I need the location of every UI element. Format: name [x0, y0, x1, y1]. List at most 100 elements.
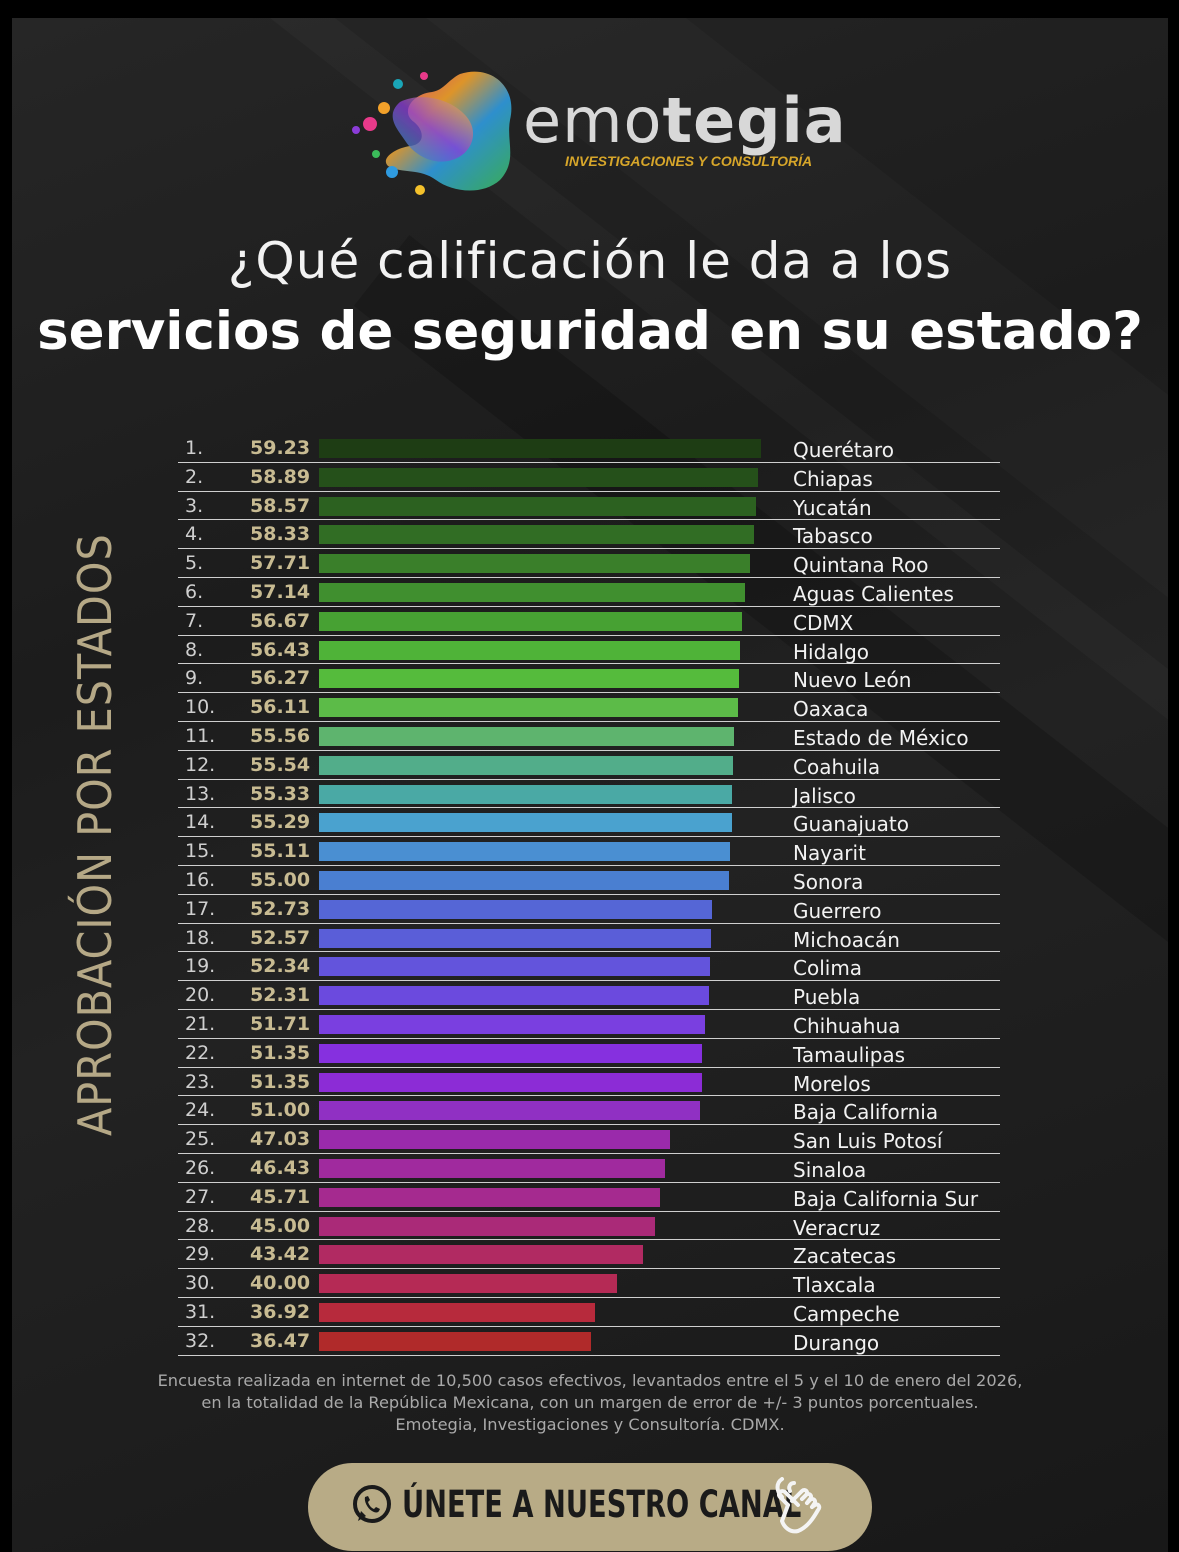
- footnote-line-3: Emotegia, Investigaciones y Consultoría.…: [395, 1415, 785, 1434]
- bar: [319, 928, 712, 948]
- data-label: 43.42: [250, 1243, 311, 1266]
- chart-row: 5. 57.71 Quintana Roo: [178, 549, 1000, 578]
- bar: [319, 755, 734, 775]
- bar: [319, 525, 755, 545]
- pointing-hand-icon: [775, 1477, 822, 1534]
- rank-label: 24.: [185, 1099, 216, 1122]
- category-label: Quintana Roo: [793, 553, 929, 578]
- rank-label: 8.: [185, 638, 204, 661]
- rank-label: 12.: [185, 753, 216, 776]
- data-label: 55.54: [250, 753, 311, 776]
- infographic-panel: emotegia INVESTIGACIONES Y CONSULTORÍA ¿…: [12, 18, 1168, 1552]
- join-channel-label: ÚNETE A NUESTRO CANAL: [402, 1483, 802, 1526]
- chart-row: 31. 36.92 Campeche: [178, 1298, 1000, 1327]
- chart-row: 32. 36.47 Durango: [178, 1327, 1000, 1356]
- data-label: 57.71: [250, 552, 311, 575]
- bar: [319, 467, 759, 487]
- rank-label: 23.: [185, 1070, 216, 1093]
- chart-row: 8. 56.43 Hidalgo: [178, 636, 1000, 665]
- chart-row: 27. 45.71 Baja California Sur: [178, 1183, 1000, 1212]
- bar: [319, 842, 731, 862]
- chart-row: 18. 52.57 Michoacán: [178, 924, 1000, 953]
- chart-row: 28. 45.00 Veracruz: [178, 1212, 1000, 1241]
- bar: [319, 439, 761, 458]
- rank-label: 30.: [185, 1272, 216, 1295]
- rank-label: 27.: [185, 1185, 216, 1208]
- chart-row: 10. 56.11 Oaxaca: [178, 693, 1000, 722]
- data-label: 51.71: [250, 1012, 311, 1035]
- chart-row: 14. 55.29 Guanajuato: [178, 808, 1000, 838]
- data-label: 56.11: [250, 696, 311, 719]
- category-label: Querétaro: [793, 438, 894, 462]
- category-label: Oaxaca: [793, 697, 869, 722]
- data-label: 45.00: [250, 1214, 311, 1237]
- join-channel-button[interactable]: ÚNETE A NUESTRO CANAL: [308, 1463, 872, 1551]
- footnote-line-2: en la totalidad de la República Mexicana…: [201, 1393, 979, 1412]
- category-label: CDMX: [793, 610, 854, 635]
- bar: [319, 870, 730, 890]
- data-label: 46.43: [250, 1156, 311, 1179]
- chart-row: 25. 47.03 San Luis Potosí: [178, 1125, 1000, 1154]
- brand-logo: emotegia INVESTIGACIONES Y CONSULTORÍA: [340, 62, 860, 202]
- category-label: San Luis Potosí: [793, 1129, 943, 1154]
- chart-row: 9. 56.27 Nuevo León: [178, 664, 1000, 694]
- category-label: Tabasco: [793, 524, 873, 549]
- category-label: Puebla: [793, 985, 861, 1010]
- logo-mark-icon: [352, 71, 512, 195]
- chart-row: 16. 55.00 Sonora: [178, 866, 1000, 895]
- bar: [319, 1130, 670, 1150]
- chart-row: 11. 55.56 Estado de México: [178, 722, 1000, 751]
- rank-label: 4.: [185, 523, 204, 546]
- bar: [319, 726, 734, 746]
- category-label: Chiapas: [793, 466, 873, 491]
- bar: [319, 669, 739, 689]
- category-label: Baja California: [793, 1100, 939, 1125]
- footnote: Encuesta realizada en internet de 10,500…: [12, 1370, 1168, 1436]
- bar: [319, 986, 710, 1006]
- data-label: 55.33: [250, 782, 311, 805]
- data-label: 55.00: [250, 868, 311, 891]
- category-label: Sonora: [793, 869, 864, 894]
- bar: [319, 1014, 705, 1034]
- category-label: Nayarit: [793, 841, 866, 866]
- bar: [319, 1302, 595, 1322]
- data-label: 55.56: [250, 724, 311, 747]
- rank-label: 16.: [185, 868, 216, 891]
- chart-row: 30. 40.00 Tlaxcala: [178, 1269, 1000, 1298]
- brand-wordmark: emotegia: [523, 84, 847, 157]
- chart-row: 15. 55.11 Nayarit: [178, 837, 1000, 866]
- bar: [319, 582, 746, 602]
- chart-row: 3. 58.57 Yucatán: [178, 492, 1000, 521]
- chart-row: 19. 52.34 Colima: [178, 952, 1000, 982]
- rank-label: 28.: [185, 1214, 216, 1237]
- data-label: 57.14: [250, 580, 311, 603]
- chart-row: 7. 56.67 CDMX: [178, 607, 1000, 636]
- data-label: 55.29: [250, 811, 311, 834]
- category-label: Baja California Sur: [793, 1186, 979, 1211]
- bar: [319, 957, 710, 977]
- data-label: 52.31: [250, 984, 311, 1007]
- chart-row: 21. 51.71 Chihuahua: [178, 1010, 1000, 1039]
- bar: [319, 554, 750, 574]
- data-label: 58.33: [250, 523, 311, 546]
- whatsapp-icon: [353, 1485, 391, 1523]
- title-line-2: servicios de seguridad en su estado?: [37, 301, 1143, 362]
- category-label: Durango: [793, 1330, 880, 1355]
- category-label: Nuevo León: [793, 668, 912, 693]
- category-label: Yucatán: [793, 495, 872, 520]
- bar: [319, 899, 713, 919]
- data-label: 52.34: [250, 955, 311, 978]
- data-label: 56.27: [250, 667, 311, 690]
- rank-label: 13.: [185, 782, 216, 805]
- bar: [319, 1274, 618, 1294]
- chart-row: 13. 55.33 Jalisco: [178, 780, 1000, 809]
- rank-label: 9.: [185, 667, 204, 690]
- category-label: Tamaulipas: [793, 1042, 906, 1067]
- category-label: Tlaxcala: [793, 1273, 876, 1298]
- rank-label: 14.: [185, 811, 216, 834]
- bar: [319, 1101, 700, 1121]
- bar: [319, 813, 732, 833]
- data-label: 36.92: [250, 1300, 311, 1323]
- rank-label: 11.: [185, 724, 216, 747]
- data-label: 36.47: [250, 1329, 311, 1352]
